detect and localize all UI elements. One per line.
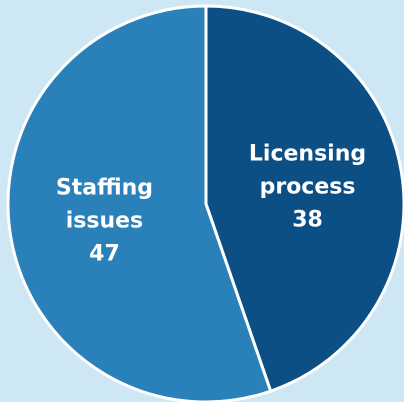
- pie-slice: [6, 4, 273, 402]
- slice-category: Staffing issues: [55, 175, 154, 234]
- slice-value: 47: [89, 241, 120, 267]
- slice-label: Licensing process 38: [233, 137, 383, 236]
- pie-slice: [204, 4, 404, 394]
- slice-value: 38: [292, 207, 323, 233]
- slice-label: Staffing issues 47: [29, 172, 179, 271]
- slice-category: Licensing process: [248, 141, 367, 200]
